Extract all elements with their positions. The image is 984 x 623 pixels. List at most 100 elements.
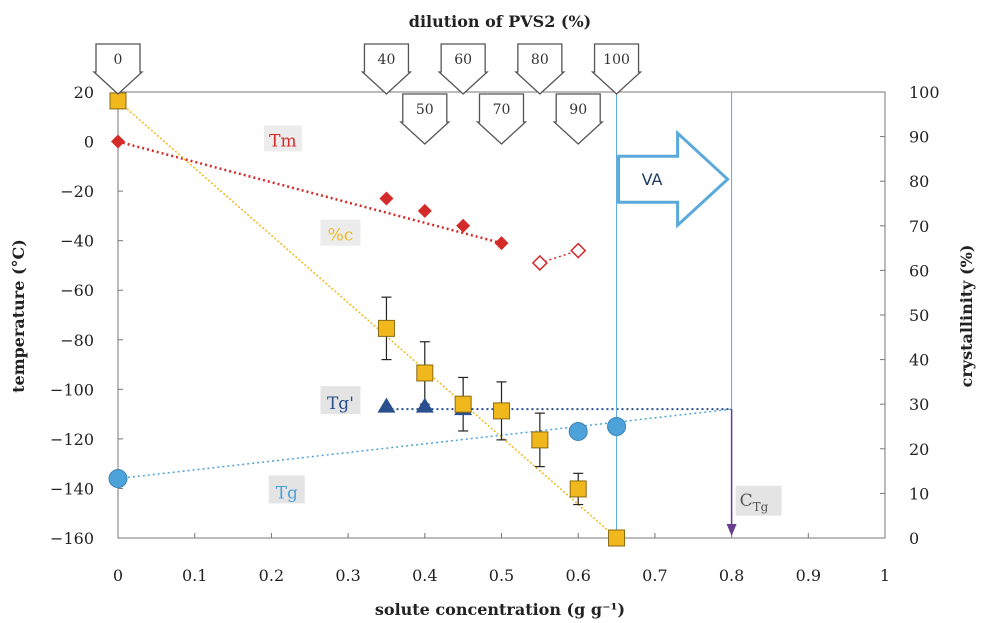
y-right-tick-label: 50	[909, 306, 929, 325]
crystallinity-point	[569, 480, 587, 498]
x-axis-title: solute concentration (g g⁻¹)	[375, 600, 625, 619]
y-right-tick-label: 0	[909, 529, 919, 548]
y-right-tick-label: 90	[909, 128, 929, 147]
dilution-label: 70	[493, 102, 511, 118]
y-left-tick-label: −40	[60, 232, 94, 251]
tm-label: Tm	[269, 132, 296, 152]
plot-border	[117, 91, 886, 539]
y-right-tick-label: 100	[909, 83, 940, 102]
y-right-tick-label: 30	[909, 395, 929, 414]
dilution-label: 80	[531, 52, 549, 68]
x-tick-label: 0.7	[642, 566, 667, 585]
trend-lines	[117, 100, 732, 539]
dilution-label: 50	[416, 102, 434, 118]
va-arrow: VA	[617, 129, 730, 229]
va-arrow-shape	[617, 129, 730, 229]
y-left-axis-title: temperature (°C)	[9, 239, 28, 393]
tg-label-bg	[268, 475, 305, 504]
x-tick-label: 0.3	[335, 566, 360, 585]
chart-title: dilution of PVS2 (%)	[409, 12, 592, 31]
y-right-tick-label: 40	[909, 351, 929, 370]
series-labels: Tm %c Tg' Tg CTg	[263, 125, 782, 516]
tg-point	[568, 421, 588, 441]
error-bars	[381, 296, 584, 506]
y-right-tick-label: 80	[909, 172, 929, 191]
y-left-tick-label: 20	[74, 83, 94, 102]
crystallinity-point	[109, 92, 127, 110]
dilution-arrow	[437, 43, 489, 95]
tg-label: Tg	[276, 483, 298, 503]
ctg-label-bg	[735, 485, 782, 516]
dilution-arrow	[552, 93, 604, 145]
tm-point	[494, 236, 509, 251]
x-tick-label: 0.8	[719, 566, 744, 585]
y-right-axis-title: crystallinity (%)	[957, 245, 976, 388]
tg-point	[607, 417, 627, 436]
tm-point	[111, 134, 125, 149]
y-right-tick-label: 10	[909, 484, 929, 503]
tm-point	[456, 218, 471, 233]
y-left-tick-label: −60	[60, 281, 94, 300]
y-left-tick-label: −160	[50, 529, 94, 548]
crystallinity-point	[416, 364, 434, 382]
dilution-arrow	[514, 43, 566, 95]
dilution-label: 60	[454, 52, 472, 68]
dilution-label: 90	[569, 102, 587, 118]
y-left-tick-label: −80	[60, 331, 94, 350]
tm-point	[417, 203, 432, 218]
ctg-label-main: C	[740, 491, 753, 511]
tg-prime-point	[377, 397, 396, 413]
dilution-arrow	[590, 43, 643, 95]
tg-prime-label-bg	[320, 386, 361, 415]
ctg-label: CTg	[740, 491, 769, 514]
tg-point	[108, 469, 128, 489]
x-tick-label: 1	[880, 566, 890, 585]
x-tick-label: 0.4	[412, 566, 437, 585]
y-left-tick-label: −100	[50, 380, 94, 399]
trend-line	[117, 408, 732, 480]
tg-prime-label: Tg'	[327, 394, 354, 414]
crystallinity-point	[531, 431, 549, 449]
crystallinity-point	[454, 395, 472, 413]
dilution-arrow	[360, 43, 413, 95]
tg-prime-point	[415, 397, 434, 413]
crystallinity-label: %c	[328, 226, 354, 246]
y-right-tick-label: 60	[909, 261, 929, 280]
dilution-label: 40	[378, 52, 396, 68]
ctg-label-sub: Tg	[753, 500, 769, 514]
dilution-arrow	[92, 43, 144, 95]
x-tick-label: 0.6	[565, 566, 590, 585]
dilution-callouts: 0 40 60 80 100 50 70 90	[92, 43, 643, 145]
axis-ticks: 0 0.1 0.2 0.3 0.4 0.5 0.6 0.7 0.8 0.9 1 20 0 −20 −40 −6…	[50, 83, 940, 585]
x-tick-label: 0.1	[182, 566, 207, 585]
y-left-tick-label: −140	[50, 479, 94, 498]
crystallinity-point	[493, 402, 510, 420]
tm-open-point	[531, 254, 548, 272]
data-points	[108, 92, 627, 547]
x-tick-label: 0.5	[489, 566, 514, 585]
ctg-arrowhead	[726, 524, 737, 536]
x-tick-label: 0	[113, 566, 123, 585]
tm-open-point	[570, 242, 587, 259]
x-tick-label: 0.9	[796, 566, 821, 585]
va-label: VA	[642, 170, 663, 189]
y-right-tick-label: 70	[909, 217, 929, 236]
y-right-tick-label: 20	[909, 440, 929, 459]
crystallinity-point	[608, 529, 626, 547]
y-left-tick-label: −120	[50, 430, 94, 449]
dilution-label: 100	[603, 52, 630, 68]
dilution-label: 0	[114, 52, 123, 68]
trend-line	[117, 140, 502, 245]
trend-line	[539, 249, 579, 264]
tm-label-bg	[263, 125, 302, 152]
y-left-tick-label: 0	[84, 133, 94, 152]
tm-point	[379, 191, 394, 206]
plot-frame	[117, 91, 886, 539]
annotation-lines	[616, 92, 737, 538]
crystallinity-point	[377, 319, 395, 337]
dilution-arrow	[475, 93, 528, 145]
crystallinity-label-bg	[320, 219, 361, 246]
x-tick-label: 0.2	[259, 566, 284, 585]
dilution-arrow	[399, 93, 451, 145]
